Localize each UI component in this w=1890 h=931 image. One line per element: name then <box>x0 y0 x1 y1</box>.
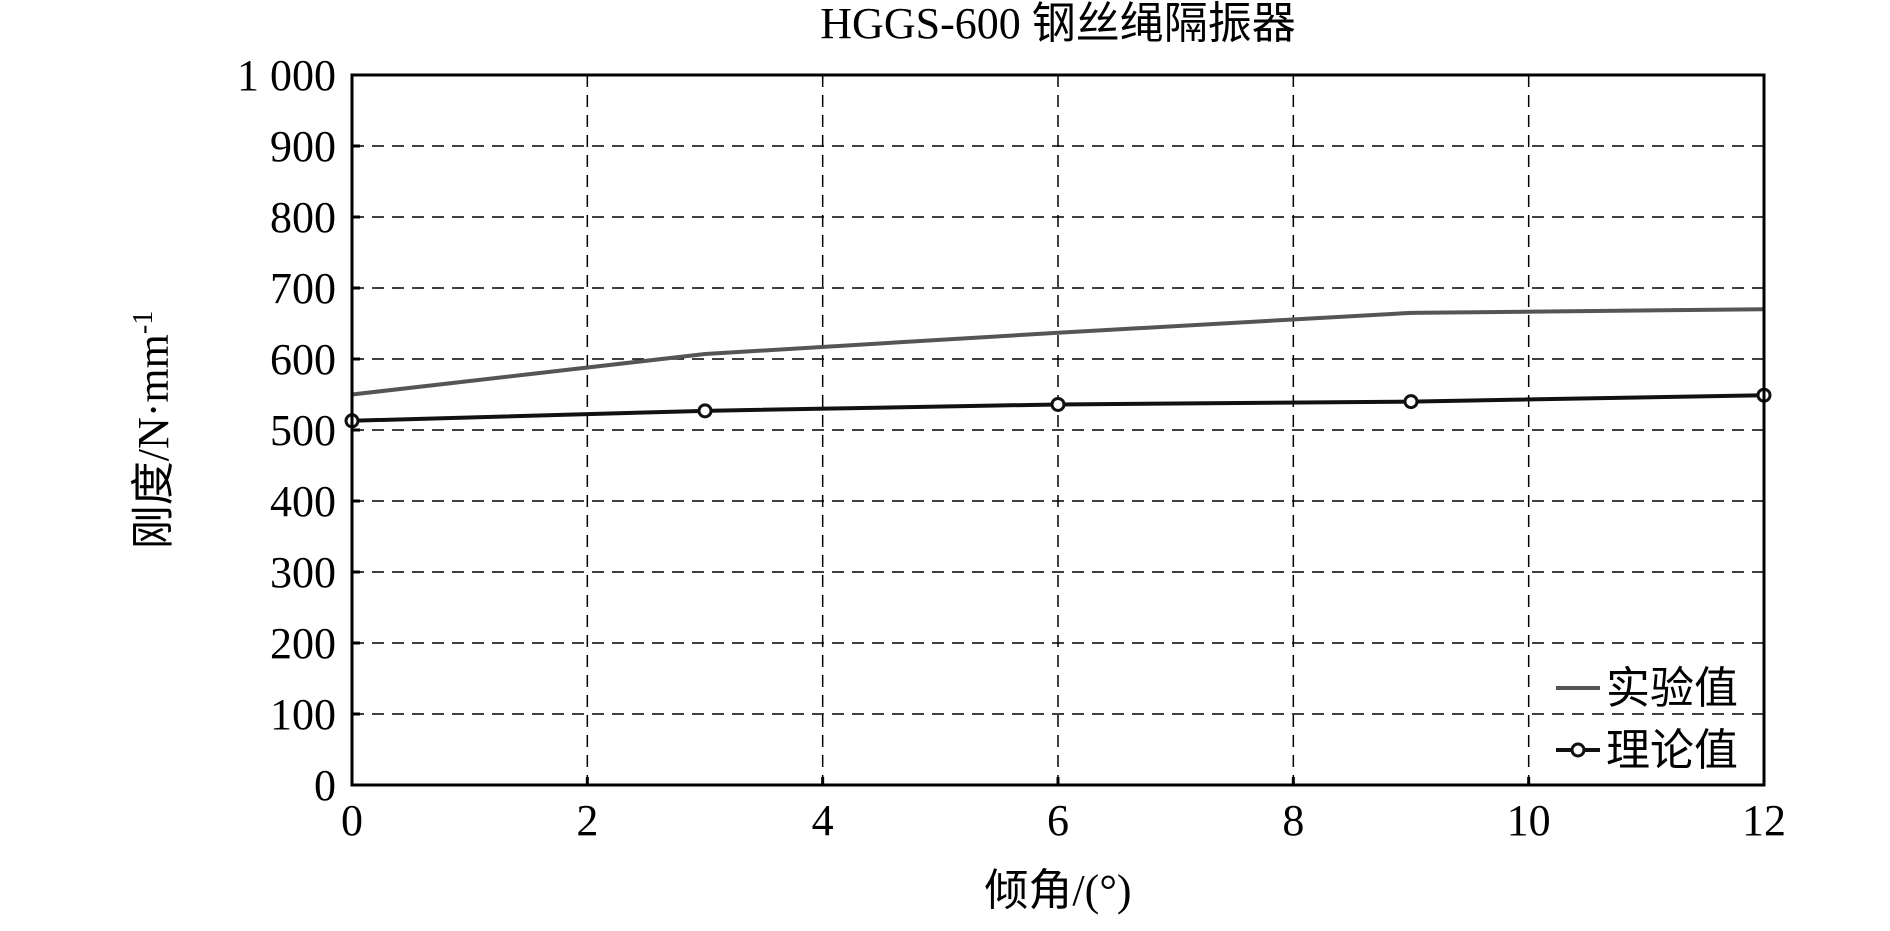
y-tick-label: 500 <box>270 406 336 455</box>
x-tick-label: 12 <box>1742 796 1786 845</box>
y-tick-label: 0 <box>314 761 336 810</box>
y-tick-label: 400 <box>270 477 336 526</box>
y-tick-label: 600 <box>270 335 336 384</box>
data-point <box>1403 394 1419 410</box>
series-line-1 <box>351 307 1765 397</box>
x-tick-label: 4 <box>812 796 834 845</box>
y-tick-label: 100 <box>270 690 336 739</box>
data-point <box>697 403 713 419</box>
x-tick-label: 10 <box>1507 796 1551 845</box>
y-tick-label: 800 <box>270 193 336 242</box>
x-tick-label: 0 <box>341 796 363 845</box>
data-point <box>1050 396 1066 412</box>
x-tick-label: 8 <box>1282 796 1304 845</box>
y-tick-label: 300 <box>270 548 336 597</box>
y-axis-label-main: 刚度/N·mm <box>129 334 178 549</box>
grid <box>350 73 1766 787</box>
y-tick-label: 900 <box>270 122 336 171</box>
chart-title: HGGS-600 钢丝绳隔振器 <box>820 0 1295 48</box>
y-tick-label: 1 000 <box>237 51 336 100</box>
x-tick-label: 6 <box>1047 796 1069 845</box>
y-tick-label: 700 <box>270 264 336 313</box>
x-axis-label: 倾角/(°) <box>984 866 1131 915</box>
plot-frame <box>350 73 1766 787</box>
y-tick-label: 200 <box>270 619 336 668</box>
tick-labels: 0 2 4 6 8 10 12 0 100 200 300 400 500 600 700 800 900 1 0… <box>237 51 1786 845</box>
legend-label-1: 实验值 <box>1606 664 1738 713</box>
series-layer <box>344 307 1772 429</box>
x-tick-label: 2 <box>576 796 598 845</box>
y-axis-label-sup: -1 <box>128 311 159 334</box>
legend-marker <box>1570 742 1586 758</box>
y-axis-label: 刚度/N·mm-1 <box>128 311 178 549</box>
legend-label-2: 理论值 <box>1606 726 1738 775</box>
